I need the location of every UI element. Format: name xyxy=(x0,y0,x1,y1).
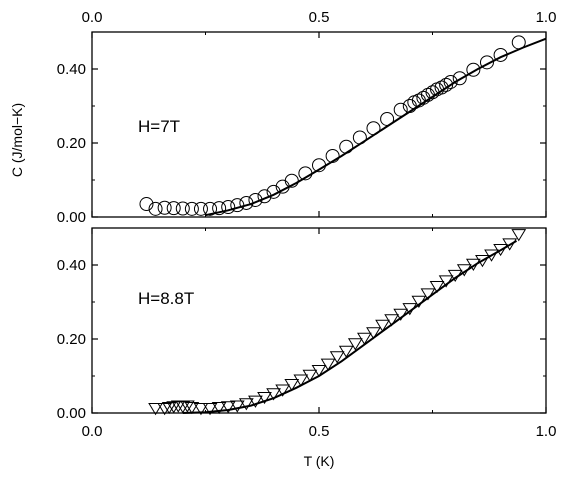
top-panel-data-point xyxy=(393,102,408,117)
bottom-panel-data-point xyxy=(229,400,245,413)
top-panel-data-point xyxy=(184,201,199,216)
bottom-panel-data-point xyxy=(366,327,381,340)
top-panel-x-tick-label-top: 0.5 xyxy=(309,9,330,26)
top-panel-data-point xyxy=(166,201,181,216)
bottom-panel-data-point xyxy=(320,358,336,371)
bottom-panel-data-point xyxy=(175,401,191,414)
bottom-panel-data-point xyxy=(202,403,218,416)
bottom-panel-annotation: H=8.8T xyxy=(138,289,194,308)
bottom-panel-y-tick-label: 0.00 xyxy=(57,405,86,422)
y-axis-label: C (J/mol−K) xyxy=(9,103,25,177)
bottom-panel-data-point xyxy=(484,249,499,262)
bottom-panel-data-point xyxy=(211,401,227,415)
bottom-panel-x-tick-label: 1.0 xyxy=(536,423,557,440)
bottom-panel-data-point xyxy=(475,255,490,268)
bottom-panel-x-tick-label: 0.5 xyxy=(309,423,330,440)
top-panel-data-point xyxy=(139,197,154,212)
bottom-panel-data-point xyxy=(357,332,372,345)
top-panel-data-point xyxy=(175,201,190,216)
bottom-panel-data-point xyxy=(329,351,345,364)
bottom-panel-data-point xyxy=(184,401,200,415)
bottom-panel-data-point xyxy=(157,403,173,416)
bottom-panel-data-point xyxy=(266,388,281,401)
top-panel-data-point xyxy=(157,200,172,215)
top-panel-data-point xyxy=(221,200,236,215)
bottom-panel-data-point xyxy=(338,345,354,358)
top-panel-y-tick-label: 0.00 xyxy=(57,209,86,226)
bottom-panel-data-point xyxy=(238,398,254,411)
bottom-panel-data-point xyxy=(493,243,508,257)
bottom-panel-data-point xyxy=(284,379,300,392)
top-panel-x-tick-label-top: 1.0 xyxy=(536,9,557,26)
x-axis-label: T (K) xyxy=(304,453,335,469)
bottom-panel-data-point xyxy=(166,401,182,414)
bottom-panel-data-point xyxy=(420,288,436,301)
top-panel-y-tick-label: 0.40 xyxy=(57,61,86,78)
bottom-panel-data-point xyxy=(248,395,263,408)
bottom-panel-data-point xyxy=(170,400,186,413)
top-panel-data-point xyxy=(148,201,163,216)
bottom-panel-data-point xyxy=(293,374,309,387)
bottom-panel-data-point xyxy=(502,238,518,251)
top-panel-data-point xyxy=(479,55,494,70)
top-panel-y-tick-label: 0.20 xyxy=(57,135,86,152)
bottom-panel-data-point xyxy=(311,364,327,378)
bottom-panel-data-point xyxy=(511,229,527,242)
top-panel-data-point xyxy=(439,77,454,92)
top-panel-annotation: H=7T xyxy=(138,117,180,136)
bottom-panel-y-tick-label: 0.40 xyxy=(57,257,86,274)
bottom-panel-data-point xyxy=(302,369,318,382)
bottom-panel-y-tick-label: 0.20 xyxy=(57,331,86,348)
top-panel-data-point xyxy=(193,201,208,216)
bottom-panel-data-point xyxy=(384,314,400,327)
bottom-panel-data-point xyxy=(429,280,445,294)
bottom-panel-data-point xyxy=(148,403,163,416)
bottom-panel-data-point xyxy=(179,400,195,413)
bottom-panel-data-point xyxy=(193,403,209,416)
bottom-panel-data-point xyxy=(161,401,177,415)
top-panel-x-tick-label-top: 0.0 xyxy=(82,9,103,26)
top-panel-data-point xyxy=(452,71,467,86)
top-panel-data-point xyxy=(203,201,218,216)
top-panel-data-point xyxy=(339,139,354,154)
top-panel-data-point xyxy=(212,201,227,216)
bottom-panel-data-point xyxy=(220,401,236,414)
bottom-panel-data-point xyxy=(347,338,363,351)
top-panel-data-point xyxy=(466,62,481,77)
bottom-panel-data-point xyxy=(375,319,390,332)
bottom-panel-x-tick-label: 0.0 xyxy=(82,423,103,440)
top-panel-fit-line xyxy=(205,37,547,217)
bottom-panel-data-point xyxy=(257,391,272,405)
bottom-panel-data-point xyxy=(275,384,291,397)
bottom-panel-fit-line xyxy=(182,240,518,414)
